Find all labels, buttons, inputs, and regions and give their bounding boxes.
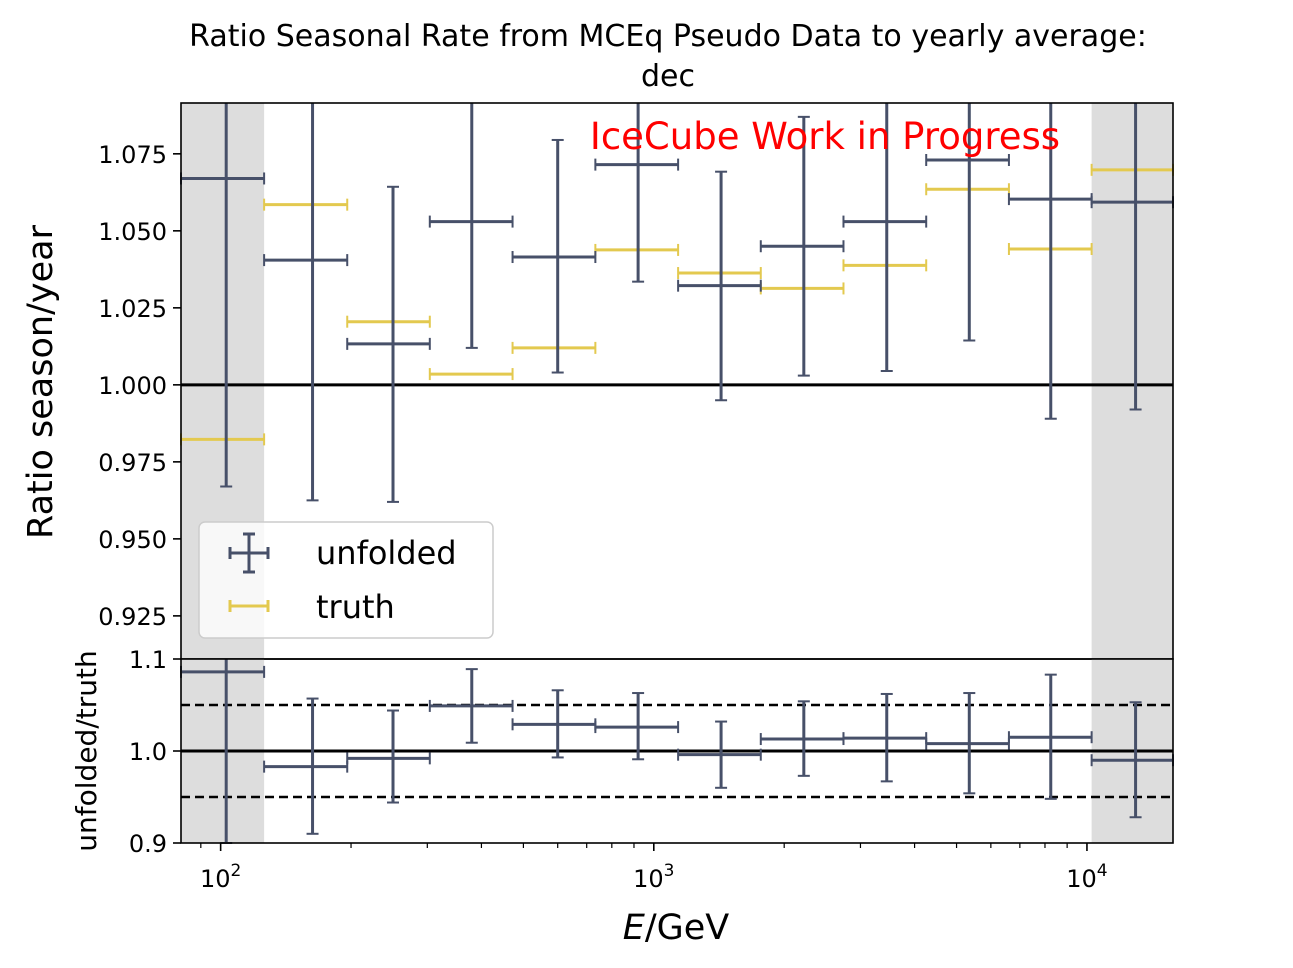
ratio-y-tick-label: 1.1 xyxy=(129,646,167,674)
ratio-point-10 xyxy=(1007,673,1093,800)
main-shaded-regions xyxy=(181,103,1173,659)
main-watermark: IceCube Work in Progress xyxy=(590,115,1060,158)
truth-bin-1 xyxy=(263,198,349,211)
truth-bin-7 xyxy=(759,282,845,295)
ratio-point-2 xyxy=(346,709,431,804)
x-tick-label: 104 xyxy=(1066,861,1107,893)
chart-title: Ratio Seasonal Rate from MCEq Pseudo Dat… xyxy=(189,19,1147,54)
main-plot-content xyxy=(180,103,1174,503)
unfolded-point-8 xyxy=(842,103,928,372)
ratio-point-3 xyxy=(428,668,514,744)
ratio-y-axis-label: unfolded/truth xyxy=(70,650,103,851)
unfolded-point-4 xyxy=(511,138,597,374)
ratio-point-5 xyxy=(594,692,680,761)
unfolded-point-2 xyxy=(346,185,431,503)
truth-bin-6 xyxy=(677,267,762,280)
unfolded-point-3 xyxy=(428,103,514,349)
truth-bin-3 xyxy=(428,368,514,381)
legend-unfolded-marker xyxy=(228,532,270,574)
legend: unfolded truth xyxy=(198,521,494,639)
ratio-y-tick-label: 0.9 xyxy=(129,830,167,858)
main-y-tick-label: 0.925 xyxy=(98,603,167,631)
x-tick-label: 103 xyxy=(633,861,674,893)
main-y-tick-label: 0.950 xyxy=(98,526,167,554)
legend-label-unfolded: unfolded xyxy=(316,534,457,572)
shaded-region-1 xyxy=(1091,103,1173,659)
main-y-tick-label: 1.075 xyxy=(98,141,167,169)
main-y-axis-label: Ratio season/year xyxy=(21,224,61,539)
legend-label-truth: truth xyxy=(316,588,395,626)
main-y-tick-label: 1.025 xyxy=(98,295,167,323)
main-panel: 0.925 0.950 0.975 1.000 1.025 1.050 1.075 IceC… xyxy=(98,102,1174,660)
ratio-point-8 xyxy=(842,692,928,783)
unfolded-point-6 xyxy=(677,170,762,402)
truth-bin-2 xyxy=(346,315,431,328)
ratio-point-1 xyxy=(263,697,349,835)
legend-truth-marker xyxy=(228,600,270,612)
main-y-tick-label: 1.050 xyxy=(98,218,167,246)
main-y-ticks: 0.925 0.950 0.975 1.000 1.025 1.050 1.075 xyxy=(98,141,181,631)
ratio-point-6 xyxy=(677,720,762,789)
unfolded-point-9 xyxy=(925,103,1010,342)
unfolded-point-7 xyxy=(759,115,845,377)
x-tick-label: 102 xyxy=(200,861,241,893)
main-y-tick-label: 0.975 xyxy=(98,449,167,477)
truth-bin-4 xyxy=(511,341,597,354)
truth-bin-9 xyxy=(925,183,1010,196)
unfolded-point-10 xyxy=(1007,103,1093,420)
ratio-point-7 xyxy=(759,700,845,777)
x-axis-label: E/GeV xyxy=(623,908,730,948)
ratio-x-ticks: 102 103 104 xyxy=(200,843,1108,893)
ratio-plot-content xyxy=(180,659,1174,844)
ratio-panel: 0.9 1.0 1.1 102 103 104 xyxy=(129,646,1174,893)
ratio-y-tick-label: 1.0 xyxy=(129,738,167,766)
unfolded-point-5 xyxy=(594,103,680,283)
legend-box xyxy=(198,521,494,639)
ratio-point-4 xyxy=(511,689,597,759)
chart-subtitle: dec xyxy=(641,59,695,94)
ratio-y-ticks: 0.9 1.0 1.1 xyxy=(129,646,181,858)
ratio-point-9 xyxy=(925,692,1010,795)
truth-bin-8 xyxy=(842,259,928,272)
unfolded-point-1 xyxy=(263,103,349,502)
main-y-tick-label: 1.000 xyxy=(98,372,167,400)
